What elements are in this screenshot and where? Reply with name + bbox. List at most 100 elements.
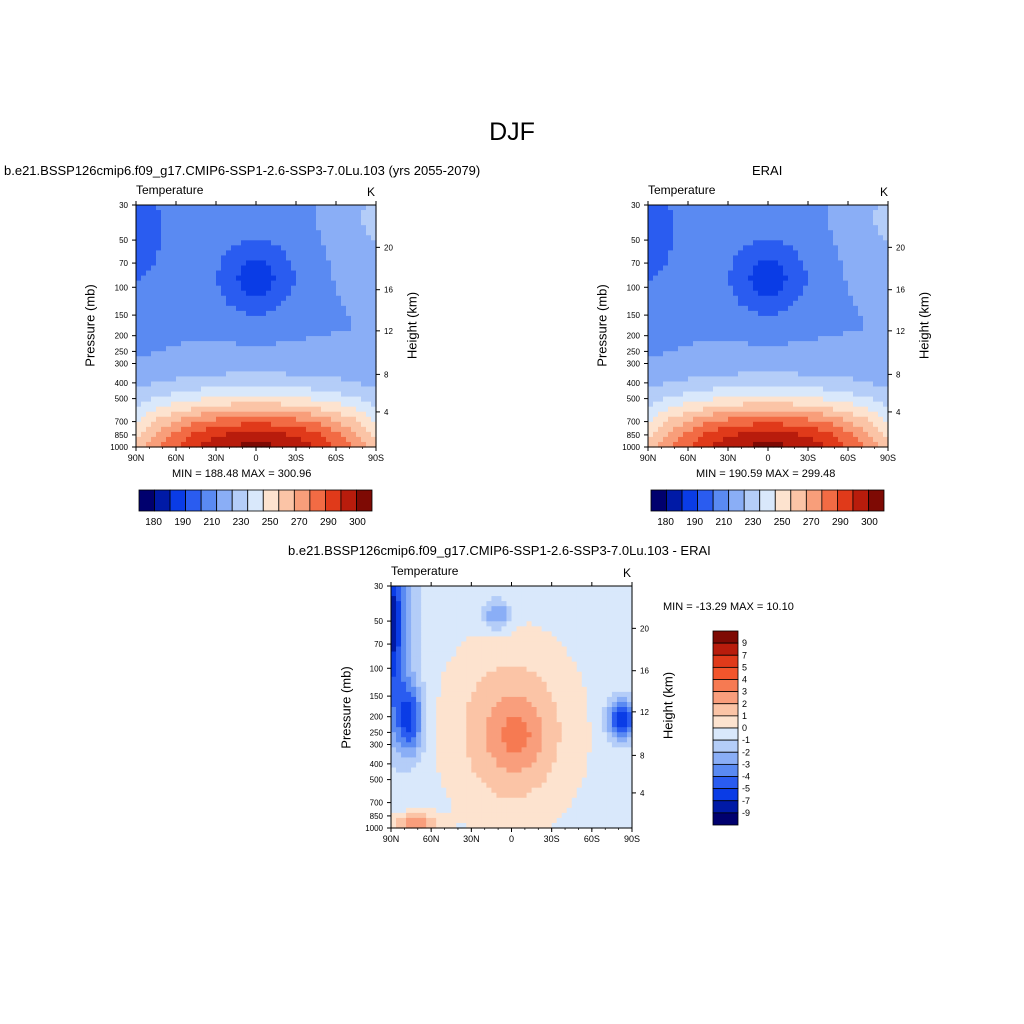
heat-cell <box>351 315 357 322</box>
heat-cell <box>648 391 654 398</box>
heat-cell <box>316 331 322 337</box>
heat-cell <box>858 341 864 347</box>
heat-cell <box>668 300 674 307</box>
heat-cell <box>156 431 162 438</box>
heat-cell <box>361 341 367 347</box>
heat-cell <box>206 285 212 292</box>
heat-cell <box>311 255 317 262</box>
heat-cell <box>768 331 774 337</box>
heat-cell <box>316 225 322 231</box>
heat-cell <box>858 371 864 378</box>
heat-cell <box>763 346 769 352</box>
heat-cell <box>136 275 142 282</box>
heat-cell <box>858 215 864 221</box>
heat-cell <box>753 225 759 231</box>
heat-cell <box>346 285 352 292</box>
heat-cell <box>186 290 192 297</box>
heat-cell <box>226 361 232 367</box>
heat-cell <box>286 280 292 287</box>
heat-cell <box>356 220 362 226</box>
heat-cell <box>266 235 272 241</box>
heat-cell <box>758 285 764 292</box>
heat-cell <box>196 341 202 347</box>
heat-cell <box>838 366 844 372</box>
heat-cell <box>663 351 669 357</box>
heat-cell <box>693 411 699 418</box>
heat-cell <box>698 205 704 211</box>
heat-cell <box>753 386 759 393</box>
heat-cell <box>663 411 669 418</box>
heat-cell <box>873 351 879 357</box>
heat-cell <box>808 250 814 257</box>
heat-cell <box>236 386 242 393</box>
heat-cell <box>828 361 834 367</box>
heat-cell <box>296 290 302 297</box>
heat-cell <box>768 416 774 423</box>
heat-cell <box>351 270 357 277</box>
heat-cell <box>156 250 162 257</box>
heat-cell <box>793 356 799 362</box>
heat-cell <box>843 320 849 327</box>
heat-cell <box>371 411 377 418</box>
heat-cell <box>763 356 769 362</box>
heat-cell <box>161 300 167 307</box>
heat-cell <box>843 210 849 216</box>
heat-cell <box>396 807 402 814</box>
heat-cell <box>653 376 659 383</box>
heat-cell <box>361 290 367 297</box>
heat-cell <box>648 265 654 272</box>
heat-cell <box>321 331 327 337</box>
heat-cell <box>678 285 684 292</box>
heat-cell <box>336 225 342 231</box>
heat-cell <box>186 275 192 282</box>
heat-cell <box>371 416 377 423</box>
heat-cell <box>883 351 889 357</box>
heat-cell <box>773 376 779 383</box>
heat-cell <box>693 336 699 342</box>
heat-cell <box>411 661 417 668</box>
heat-cell <box>753 275 759 282</box>
heat-cell <box>191 310 197 317</box>
heat-cell <box>853 416 859 423</box>
heat-cell <box>803 205 809 211</box>
heat-cell <box>256 315 262 322</box>
heat-cell <box>768 240 774 246</box>
heat-cell <box>708 210 714 216</box>
heat-cell <box>371 225 377 231</box>
y-tick-label: 200 <box>627 332 641 341</box>
heat-cell <box>181 336 187 342</box>
heat-cell <box>723 361 729 367</box>
heat-cell <box>823 416 829 423</box>
heat-cell <box>848 215 854 221</box>
heat-cell <box>351 376 357 383</box>
heat-cell <box>838 436 844 443</box>
heat-cell <box>688 331 694 337</box>
heat-cell <box>226 391 232 398</box>
heat-cell <box>351 436 357 443</box>
heat-cell <box>316 210 322 216</box>
heat-cell <box>683 270 689 277</box>
heat-cell <box>848 290 854 297</box>
heat-cell <box>161 441 167 448</box>
heat-cell <box>688 305 694 312</box>
heat-cell <box>231 305 237 312</box>
heat-cell <box>818 391 824 398</box>
heat-cell <box>231 230 237 236</box>
heat-cell <box>341 336 347 342</box>
heat-cell <box>341 401 347 408</box>
heat-cell <box>798 300 804 307</box>
heat-cell <box>673 295 679 302</box>
heat-cell <box>356 436 362 443</box>
heat-cell <box>763 285 769 292</box>
heat-cell <box>141 351 147 357</box>
heat-cell <box>658 436 664 443</box>
heat-cell <box>156 416 162 423</box>
heat-cell <box>361 260 367 267</box>
heat-cell <box>838 381 844 388</box>
heat-cell <box>231 361 237 367</box>
heat-cell <box>803 320 809 327</box>
heat-cell <box>261 396 267 403</box>
heat-cell <box>271 215 277 221</box>
heat-cell <box>141 426 147 433</box>
heat-cell <box>718 351 724 357</box>
